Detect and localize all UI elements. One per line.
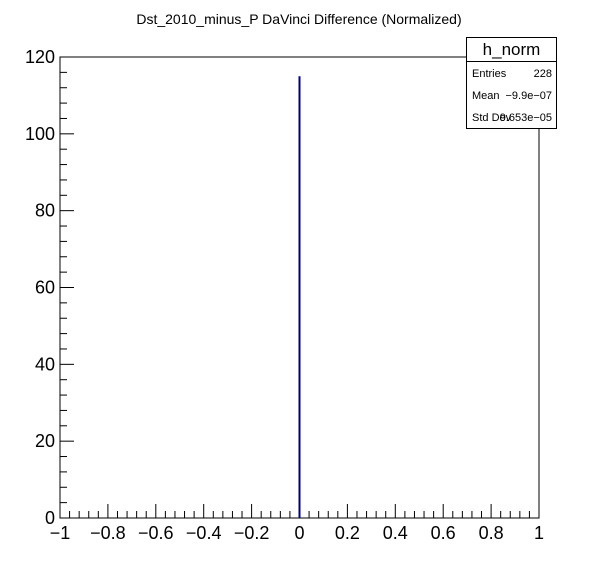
stats-mean-label: Mean [472, 90, 500, 102]
x-tick-label: 0.6 [431, 523, 456, 543]
x-tick-label: −0.6 [138, 523, 174, 543]
stats-entries-value: 228 [533, 68, 552, 80]
y-tick-label: 120 [25, 47, 55, 67]
y-tick-label: 60 [35, 278, 55, 298]
x-tick-label: −1 [50, 523, 71, 543]
stats-box-title: h_norm [467, 38, 556, 62]
stats-mean-value: −9.9e−07 [505, 90, 553, 102]
plot-area: −1 −0.8 −0.6 −0.4 −0.2 0 0.2 0.4 0.6 0.8 1 0 20 40 60 8… [25, 47, 544, 543]
x-tick-label: −0.2 [234, 523, 270, 543]
stats-row-stddev: Std Dev 9.653e−05 [472, 107, 552, 129]
x-tick-label: 1 [534, 523, 544, 543]
y-tick-label: 100 [25, 124, 55, 144]
x-tick-label: 0.8 [479, 523, 504, 543]
stats-row-entries: Entries 228 [472, 63, 552, 85]
stats-box: h_norm Entries 228 Mean −9.9e−07 Std Dev… [466, 37, 557, 129]
x-tick-label: 0.4 [383, 523, 408, 543]
chart-title: Dst_2010_minus_P DaVinci Difference (Nor… [136, 11, 461, 27]
x-tick-label: −0.4 [186, 523, 222, 543]
stats-entries-label: Entries [472, 68, 507, 80]
y-tick-label: 80 [35, 201, 55, 221]
y-tick-label: 20 [35, 431, 55, 451]
stats-row-mean: Mean −9.9e−07 [472, 85, 552, 107]
y-tick-label: 0 [45, 508, 55, 528]
x-tick-label: 0 [294, 523, 304, 543]
y-tick-label: 40 [35, 354, 55, 374]
x-tick-label: −0.8 [90, 523, 126, 543]
stats-stddev-value: 9.653e−05 [499, 112, 552, 124]
x-tick-label: 0.2 [335, 523, 360, 543]
stats-stddev-label: Std Dev [472, 112, 512, 124]
